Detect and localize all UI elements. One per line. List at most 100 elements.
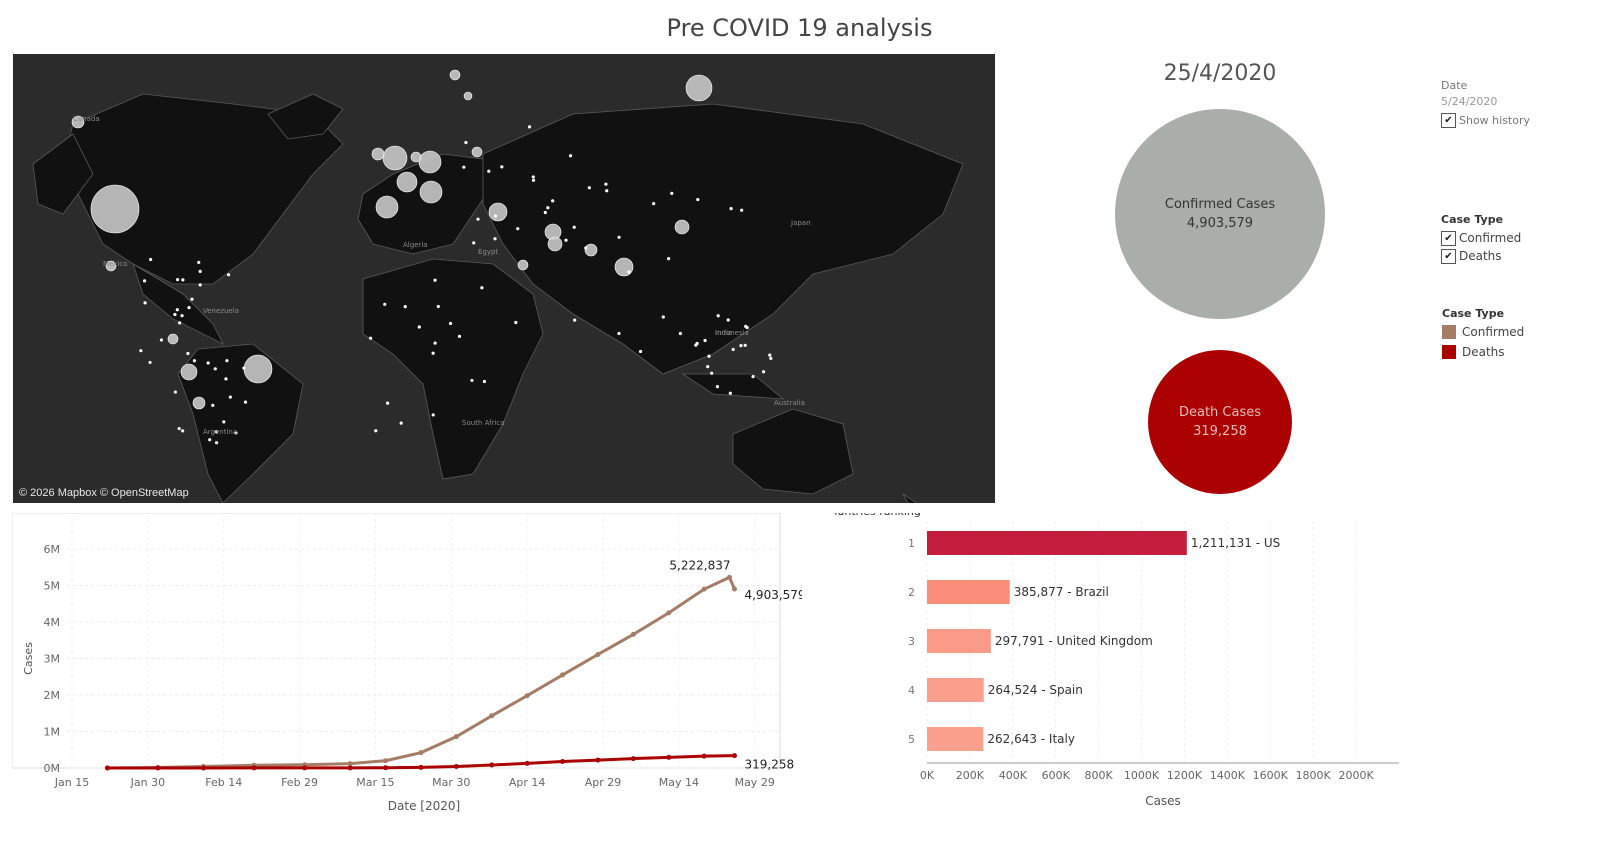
map-country-dot[interactable] (159, 338, 164, 342)
show-history-toggle[interactable]: ✔ Show history (1441, 111, 1530, 129)
timeline-data-point[interactable] (701, 586, 707, 592)
map-country-dot[interactable] (572, 225, 576, 229)
map-country-dot[interactable] (208, 438, 212, 442)
timeline-data-point[interactable] (489, 762, 495, 768)
map-country-dot[interactable] (211, 403, 215, 407)
map-country-dot[interactable] (462, 165, 466, 169)
map-country-dot[interactable] (187, 305, 191, 310)
map-country-dot[interactable] (661, 315, 665, 319)
map-country-dot[interactable] (177, 426, 181, 431)
map-country-dot[interactable] (652, 202, 656, 206)
map-country-dot[interactable] (568, 154, 573, 158)
map-country-dot[interactable] (743, 343, 747, 347)
confirmed-checkbox[interactable]: ✔ (1441, 230, 1456, 246)
map-country-dot[interactable] (493, 237, 497, 241)
map-country-dot[interactable] (731, 347, 735, 352)
map-country-dot[interactable] (226, 273, 231, 277)
timeline-data-point[interactable] (347, 765, 353, 771)
timeline-data-point[interactable] (302, 765, 308, 771)
map-country-dot[interactable] (638, 349, 643, 354)
ranking-bar[interactable] (927, 629, 991, 653)
map-country-bubble[interactable] (471, 146, 483, 158)
map-country-dot[interactable] (605, 189, 609, 193)
timeline-data-point[interactable] (630, 631, 636, 637)
map-country-dot[interactable] (383, 302, 387, 306)
map-country-dot[interactable] (139, 349, 143, 353)
map-country-dot[interactable] (678, 331, 683, 336)
map-country-dot[interactable] (751, 374, 755, 379)
map-country-dot[interactable] (234, 431, 238, 435)
timeline-data-point[interactable] (200, 765, 206, 771)
timeline-data-point[interactable] (666, 610, 672, 616)
map-country-dot[interactable] (173, 312, 177, 317)
map-country-dot[interactable] (551, 199, 555, 203)
map-country-dot[interactable] (464, 140, 468, 145)
map-country-dot[interactable] (180, 314, 184, 318)
map-country-dot[interactable] (369, 336, 373, 340)
map-country-dot[interactable] (768, 353, 772, 357)
map-country-bubble[interactable] (517, 259, 529, 271)
map-country-dot[interactable] (710, 371, 714, 375)
map-country-dot[interactable] (769, 356, 773, 360)
ranking-svg[interactable]: Countries ranking 0K 200K 400K 600K 800K 1000K… (823, 505, 1435, 843)
timeline-data-point[interactable] (251, 765, 257, 771)
countries-ranking-chart[interactable]: Countries ranking 0K 200K 400K 600K 800K 1000K… (823, 505, 1435, 843)
timeline-data-point[interactable] (489, 713, 495, 719)
map-country-bubble[interactable] (192, 396, 206, 410)
map-country-bubble[interactable] (375, 195, 399, 219)
map-country-dot[interactable] (399, 421, 403, 425)
map-country-dot[interactable] (694, 343, 698, 347)
map-country-dot[interactable] (667, 257, 671, 261)
map-country-dot[interactable] (149, 257, 153, 262)
confirmed-cases-bubble[interactable]: Confirmed Cases 4,903,579 (1115, 109, 1325, 319)
map-country-dot[interactable] (584, 246, 588, 250)
map-country-dot[interactable] (192, 359, 197, 363)
map-country-dot[interactable] (431, 351, 435, 355)
map-country-dot[interactable] (696, 197, 700, 202)
map-country-dot[interactable] (527, 125, 532, 129)
timeline-data-point[interactable] (726, 574, 732, 580)
map-country-dot[interactable] (198, 269, 202, 273)
map-country-dot[interactable] (564, 238, 568, 242)
cases-timeline-chart[interactable]: 0M 1M 2M 3M 4M 5M 6M Jan 15 Jan 30 Feb 14 Feb 29 Ma… (11, 512, 806, 843)
map-country-dot[interactable] (242, 366, 246, 370)
map-country-dot[interactable] (546, 206, 550, 210)
map-country-dot[interactable] (470, 378, 474, 383)
map-country-dot[interactable] (543, 210, 547, 215)
map-country-dot[interactable] (374, 429, 378, 433)
map-country-dot[interactable] (175, 277, 180, 282)
map-country-dot[interactable] (472, 241, 476, 245)
map-country-bubble[interactable] (488, 202, 508, 222)
map-country-dot[interactable] (417, 325, 421, 329)
timeline-data-point[interactable] (560, 759, 566, 765)
map-country-bubble[interactable] (410, 151, 422, 163)
map-country-bubble[interactable] (614, 257, 634, 277)
timeline-data-point[interactable] (155, 765, 161, 771)
map-country-bubble[interactable] (167, 333, 179, 345)
map-country-dot[interactable] (224, 377, 228, 381)
map-country-dot[interactable] (715, 385, 720, 389)
death-cases-bubble[interactable]: Death Cases 319,258 (1148, 350, 1292, 494)
map-country-dot[interactable] (225, 359, 229, 363)
map-country-dot[interactable] (431, 413, 435, 417)
map-country-dot[interactable] (761, 370, 766, 374)
map-country-dot[interactable] (627, 270, 631, 274)
map-country-dot[interactable] (573, 318, 577, 322)
map-country-dot[interactable] (617, 331, 621, 336)
timeline-data-point[interactable] (731, 753, 737, 759)
map-country-dot[interactable] (222, 420, 226, 424)
map-country-bubble[interactable] (371, 147, 385, 161)
map-attribution[interactable]: © 2026 Mapbox © OpenStreetMap (19, 487, 189, 499)
map-country-bubble[interactable] (243, 354, 273, 384)
map-country-dot[interactable] (487, 169, 491, 173)
map-country-bubble[interactable] (396, 171, 418, 193)
map-country-dot[interactable] (214, 430, 218, 434)
timeline-data-point[interactable] (524, 693, 530, 699)
map-country-dot[interactable] (143, 301, 147, 305)
ranking-bar[interactable] (927, 531, 1187, 555)
timeline-data-point[interactable] (595, 757, 601, 763)
map-country-dot[interactable] (482, 379, 487, 384)
timeline-data-point[interactable] (347, 761, 353, 767)
map-country-dot[interactable] (476, 217, 480, 221)
world-map[interactable]: Canada Mexico Venezuela Argentina Algeria Egy… (13, 54, 995, 503)
